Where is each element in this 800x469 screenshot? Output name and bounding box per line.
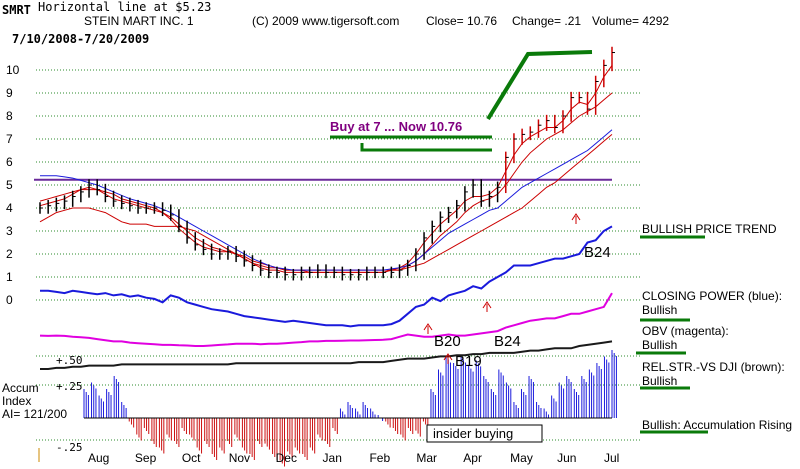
buy-note: Buy at 7 ... Now 10.76 — [330, 119, 463, 134]
b20-label: B20 — [434, 333, 461, 350]
symbol: SMRT — [2, 3, 31, 17]
change-value: Change= .21 — [512, 14, 582, 28]
moving-average-fast — [39, 65, 613, 273]
annotation-strokes — [38, 50, 708, 462]
x-tick-label: Feb — [369, 451, 390, 465]
y-tick-label: 2 — [6, 247, 13, 261]
x-axis-month-labels: Aug Sep Oct Nov Dec Jan Feb Mar Apr May Jun Jul — [88, 451, 619, 465]
accum-minus25: -.25 — [56, 441, 83, 454]
close-value: Close= 10.76 — [426, 14, 498, 28]
accum-title-1: Accum — [2, 381, 39, 395]
relstr-value: Bullish — [642, 374, 678, 388]
accum-plus25: +.25 — [56, 380, 83, 393]
accumulation-index — [83, 350, 617, 467]
y-axis-ticks: 0 1 2 3 4 5 6 7 8 9 10 — [6, 63, 20, 307]
insider-buying-label: insider buying — [433, 426, 514, 441]
b24-right-label: B24 — [584, 244, 611, 261]
trend-label: BULLISH PRICE TREND — [642, 222, 777, 236]
b19-label: B19 — [455, 353, 482, 370]
accum-ai: AI= 121/200 — [2, 407, 68, 421]
x-tick-label: Jun — [557, 451, 576, 465]
y-tick-label: 7 — [6, 132, 13, 146]
obv-value: Bullish — [642, 338, 678, 352]
x-tick-label: May — [510, 451, 533, 465]
company-name: STEIN MART INC. 1 — [84, 14, 194, 28]
y-tick-label: 5 — [6, 178, 13, 192]
y-tick-label: 0 — [6, 293, 13, 307]
y-tick-label: 6 — [6, 155, 13, 169]
y-tick-label: 3 — [6, 224, 13, 238]
accum-plus50: +.50 — [56, 354, 83, 367]
closing-power-line — [40, 225, 613, 328]
copyright: (C) 2009 www.tigersoft.com — [252, 14, 400, 28]
x-tick-label: Apr — [463, 451, 482, 465]
moving-average-mid — [39, 92, 613, 273]
x-tick-label: Mar — [416, 451, 437, 465]
y-tick-label: 9 — [6, 86, 13, 100]
x-tick-label: Aug — [88, 451, 109, 465]
red-arrow-icon — [482, 301, 492, 312]
x-tick-label: Jan — [323, 451, 342, 465]
accum-status: Bullish: Accumulation Rising — [642, 418, 793, 432]
price-bars — [39, 46, 615, 281]
indicator-lines — [39, 65, 613, 370]
y-tick-label: 8 — [6, 109, 13, 123]
obv-title: OBV (magenta): — [642, 324, 729, 338]
volume-value: Volume= 4292 — [592, 14, 670, 28]
b24-mid-label: B24 — [494, 333, 521, 350]
date-range: 7/10/2008-7/20/2009 — [12, 32, 150, 46]
x-tick-label: Sep — [135, 451, 157, 465]
x-tick-label: Nov — [229, 451, 250, 465]
horizontal-line-note: Horizontal line at $5.23 — [38, 0, 212, 14]
x-tick-label: Dec — [276, 451, 297, 465]
x-tick-label: Jul — [604, 451, 619, 465]
red-arrow-icon — [423, 323, 433, 334]
insider-box — [426, 424, 543, 443]
target-annotation-line — [486, 50, 593, 121]
red-arrow-icon — [443, 353, 453, 364]
closing-power-title: CLOSING POWER (blue): — [642, 289, 783, 303]
closing-power-value: Bullish — [642, 303, 678, 317]
relative-strength-line — [40, 340, 613, 370]
obv-line — [39, 292, 613, 347]
relstr-title: REL.STR.-VS DJI (brown): — [642, 360, 785, 374]
red-arrow-icon — [571, 213, 581, 224]
accum-title-2: Index — [2, 394, 32, 408]
x-tick-label: Oct — [182, 451, 201, 465]
y-tick-label: 10 — [6, 63, 20, 77]
y-tick-label: 4 — [6, 201, 13, 215]
y-tick-label: 1 — [6, 270, 13, 284]
buy-annotation-line-lower — [360, 143, 492, 152]
price-gridlines — [34, 69, 640, 441]
